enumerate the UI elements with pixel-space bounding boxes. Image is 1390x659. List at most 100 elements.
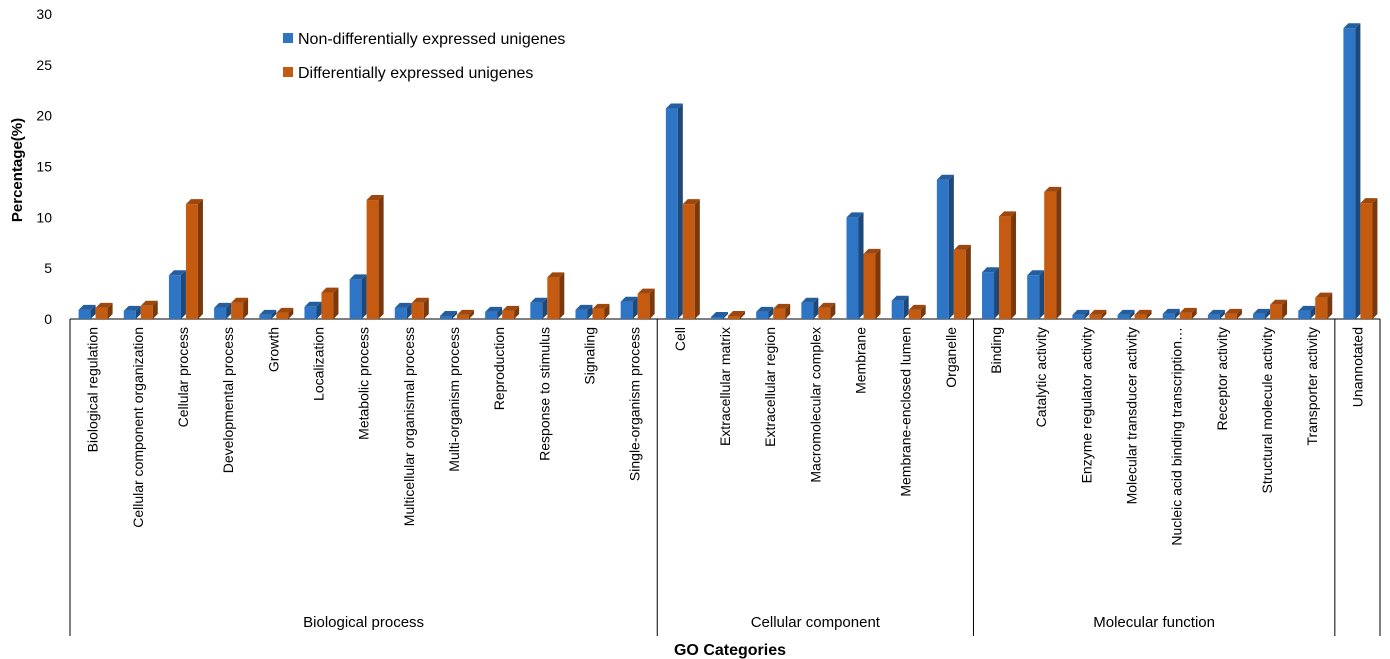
bar-non-differential: [1162, 308, 1180, 319]
category-label: Nucleic acid binding transcription…: [1169, 327, 1185, 546]
bar-differential: [818, 302, 836, 319]
bar-non-differential: [78, 304, 96, 319]
category-label: Cellular process: [175, 327, 191, 427]
category-label: Multicellular organismal process: [401, 327, 417, 526]
bar-differential: [366, 195, 384, 319]
category-label: Cellular component organization: [130, 327, 146, 528]
category-label: Macromolecular complex: [807, 327, 823, 483]
category-label: Extracellular matrix: [717, 327, 733, 446]
bar-non-differential: [1117, 309, 1135, 319]
bar-non-differential: [711, 311, 728, 319]
bar-differential: [231, 297, 249, 319]
group-label: Molecular function: [1093, 614, 1215, 631]
bar-differential: [637, 288, 655, 319]
bar-non-differential: [1027, 270, 1045, 319]
legend-label: Non-differentially expressed unigenes: [298, 31, 565, 48]
y-tick-label: 10: [36, 209, 52, 225]
bar-differential: [682, 199, 700, 319]
x-axis-title: GO Categories: [674, 642, 786, 659]
category-label: Signaling: [581, 327, 597, 385]
bar-differential: [1134, 309, 1152, 319]
bar-differential: [863, 248, 881, 319]
bar-differential: [456, 309, 474, 319]
category-label: Biological regulation: [85, 327, 101, 452]
y-tick-label: 30: [36, 6, 52, 22]
bar-non-differential: [214, 302, 232, 319]
group-label: Cellular component: [751, 614, 881, 631]
category-label: Organelle: [943, 327, 959, 388]
bar-differential: [321, 287, 339, 319]
category-label: Catalytic activity: [1033, 327, 1049, 427]
y-tick-label: 0: [44, 311, 52, 327]
y-tick-label: 20: [36, 108, 52, 124]
bar-non-differential: [304, 301, 322, 319]
bar-differential: [140, 300, 158, 319]
bar-non-differential: [936, 174, 954, 319]
bar-non-differential: [665, 103, 683, 319]
bar-differential: [1089, 309, 1107, 319]
bar-non-differential: [575, 304, 593, 319]
category-label: Membrane-enclosed lumen: [898, 327, 914, 497]
bar-differential: [1360, 198, 1378, 319]
bar-differential: [547, 272, 565, 319]
category-label: Unannotated: [1349, 327, 1365, 407]
bar-differential: [728, 310, 745, 319]
bar-non-differential: [485, 306, 503, 319]
category-label: Growth: [265, 327, 281, 372]
bar-differential: [1224, 308, 1242, 319]
category-label: Cell: [672, 327, 688, 351]
bar-non-differential: [530, 297, 548, 319]
y-axis-title: Percentage(%): [9, 118, 26, 222]
bar-differential: [1044, 186, 1062, 319]
bar-differential: [276, 307, 294, 319]
category-label: Binding: [988, 327, 1004, 374]
category-label: Extracellular region: [762, 327, 778, 447]
bar-non-differential: [394, 302, 412, 319]
bar-differential: [1270, 299, 1288, 319]
bar-differential: [185, 199, 203, 319]
legend: Non-differentially expressed unigenes Dif…: [283, 31, 565, 82]
category-label: Receptor activity: [1214, 327, 1230, 430]
category-label: Multi-organism process: [446, 327, 462, 472]
bar-non-differential: [891, 295, 909, 319]
bar-non-differential: [259, 309, 277, 319]
category-label: Enzyme regulator activity: [1078, 327, 1094, 483]
bar-differential: [592, 303, 610, 319]
y-axis: 0 5 10 15 20 25 30: [36, 6, 1380, 327]
bar-non-differential: [1343, 23, 1361, 319]
category-label: Transporter activity: [1304, 327, 1320, 446]
bar-non-differential: [846, 212, 864, 319]
bar-non-differential: [1298, 305, 1316, 319]
bar-non-differential: [1253, 308, 1271, 319]
category-label: Response to stimulus: [536, 327, 552, 461]
bar-differential: [999, 211, 1017, 319]
bar-non-differential: [801, 297, 819, 319]
category-label: Localization: [310, 327, 326, 401]
category-label: Membrane: [853, 327, 869, 394]
category-label: Structural molecule activity: [1259, 327, 1275, 494]
bar-non-differential: [168, 270, 186, 319]
bar-differential: [1315, 292, 1333, 319]
bar-non-differential: [1207, 309, 1225, 319]
bar-differential: [502, 305, 520, 319]
group-label: Biological process: [303, 614, 424, 631]
bar-differential: [773, 303, 791, 319]
y-tick-label: 25: [36, 57, 52, 73]
y-tick-label: 15: [36, 159, 52, 175]
category-label: Single-organism process: [627, 327, 643, 481]
bar-differential: [411, 297, 429, 319]
bar-non-differential: [349, 274, 367, 319]
legend-swatch: [283, 67, 293, 77]
bar-non-differential: [1072, 309, 1090, 319]
x-axis: Biological regulation Cellular component …: [69, 319, 1381, 636]
bar-non-differential: [756, 306, 774, 319]
bar-non-differential: [123, 305, 141, 319]
bars: [78, 23, 1378, 319]
category-label: Molecular transducer activity: [1124, 327, 1140, 504]
bar-differential: [908, 304, 926, 319]
legend-swatch: [283, 33, 293, 43]
bar-non-differential: [982, 267, 1000, 319]
y-tick-label: 5: [44, 260, 52, 276]
bar-non-differential: [439, 310, 457, 319]
